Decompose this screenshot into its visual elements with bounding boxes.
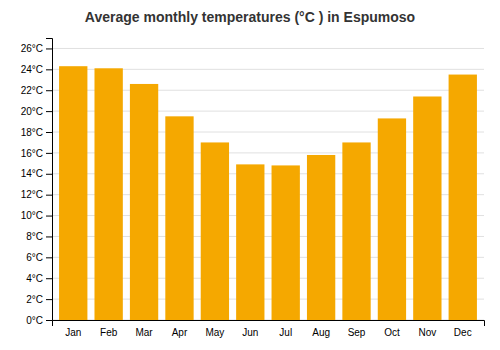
tick-label: Oct — [384, 327, 400, 338]
tick-label: Jan — [65, 327, 81, 338]
tick: 2°C — [26, 294, 52, 305]
tick-label: 8°C — [26, 231, 43, 242]
tick-label: 18°C — [21, 127, 43, 138]
grid — [52, 48, 484, 320]
tick: Sep — [348, 327, 366, 338]
tick: 14°C — [21, 168, 52, 179]
tick-mark — [46, 48, 52, 49]
tick: 24°C — [21, 64, 52, 75]
tick-mark — [46, 216, 52, 217]
tick-label: Jul — [279, 327, 292, 338]
tick: May — [205, 327, 224, 338]
tick-label: Nov — [418, 327, 436, 338]
bar — [272, 165, 300, 320]
tick-label: 6°C — [26, 252, 43, 263]
tick: Jul — [279, 327, 292, 338]
bar — [236, 164, 264, 320]
tick: Apr — [172, 327, 188, 338]
tick-label: 22°C — [21, 85, 43, 96]
title: Average monthly temperatures (°C ) in Es… — [85, 9, 415, 25]
grid-line — [52, 48, 484, 49]
tick-label: Sep — [348, 327, 366, 338]
tick-label: 10°C — [21, 210, 43, 221]
tick-label: 0°C — [26, 315, 43, 326]
tick: Aug — [312, 327, 330, 338]
tick-mark — [46, 153, 52, 154]
bar — [413, 96, 441, 320]
tick-label: Mar — [135, 327, 153, 338]
tick-mark — [46, 299, 52, 300]
plot: 0°C 2°C 4°C 6°C 8°C 10°C 12°C 14°C 16°C 18°C 20°C 2… — [21, 39, 485, 339]
tick-label: Aug — [312, 327, 330, 338]
tick: 10°C — [21, 210, 52, 221]
axis-line — [46, 39, 53, 321]
bar — [378, 118, 406, 320]
bar — [307, 155, 335, 320]
x-axis: Jan Feb Mar Apr May Jun Jul Aug Sep Oct Nov Dec — [53, 321, 485, 339]
bar — [94, 68, 122, 320]
bar — [449, 75, 477, 320]
tick-label: 4°C — [26, 273, 43, 284]
tick: 8°C — [26, 231, 52, 242]
tick: Feb — [100, 327, 118, 338]
tick-label: Jun — [242, 327, 258, 338]
tick: 26°C — [21, 43, 52, 54]
tick-label: May — [205, 327, 224, 338]
tick-mark — [46, 257, 52, 258]
tick: 18°C — [21, 127, 52, 138]
tick: Jan — [65, 327, 81, 338]
chart: Average monthly temperatures (°C ) in Es… — [0, 0, 500, 350]
tick-label: 20°C — [21, 106, 43, 117]
tick-mark — [46, 320, 52, 321]
axis-line — [53, 321, 485, 327]
tick-label: 12°C — [21, 189, 43, 200]
tick: 20°C — [21, 106, 52, 117]
tick-mark — [46, 132, 52, 133]
bar — [342, 142, 370, 320]
tick-label: 16°C — [21, 148, 43, 159]
tick: Mar — [135, 327, 153, 338]
bar — [165, 116, 193, 320]
tick: 22°C — [21, 85, 52, 96]
tick: Jun — [242, 327, 258, 338]
tick-mark — [46, 90, 52, 91]
tick: Nov — [418, 327, 436, 338]
tick-label: 26°C — [21, 43, 43, 54]
y-axis: 0°C 2°C 4°C 6°C 8°C 10°C 12°C 14°C 16°C 18°C 20°C 2… — [21, 39, 53, 326]
tick-label: Apr — [172, 327, 188, 338]
bar — [59, 66, 87, 320]
tick: 0°C — [26, 315, 52, 326]
tick: 12°C — [21, 189, 52, 200]
bar — [130, 84, 158, 320]
bar — [201, 142, 229, 320]
bars — [59, 66, 477, 320]
tick-label: 14°C — [21, 168, 43, 179]
tick: Oct — [384, 327, 400, 338]
tick-label: Dec — [454, 327, 472, 338]
tick-mark — [46, 195, 52, 196]
tick-mark — [46, 174, 52, 175]
tick-mark — [46, 111, 52, 112]
tick-mark — [46, 236, 52, 237]
tick-mark — [46, 278, 52, 279]
tick: 16°C — [21, 148, 52, 159]
tick-label: 24°C — [21, 64, 43, 75]
tick-mark — [46, 69, 52, 70]
tick: 6°C — [26, 252, 52, 263]
tick-label: 2°C — [26, 294, 43, 305]
tick: 4°C — [26, 273, 52, 284]
tick-label: Feb — [100, 327, 118, 338]
tick: Dec — [454, 327, 472, 338]
